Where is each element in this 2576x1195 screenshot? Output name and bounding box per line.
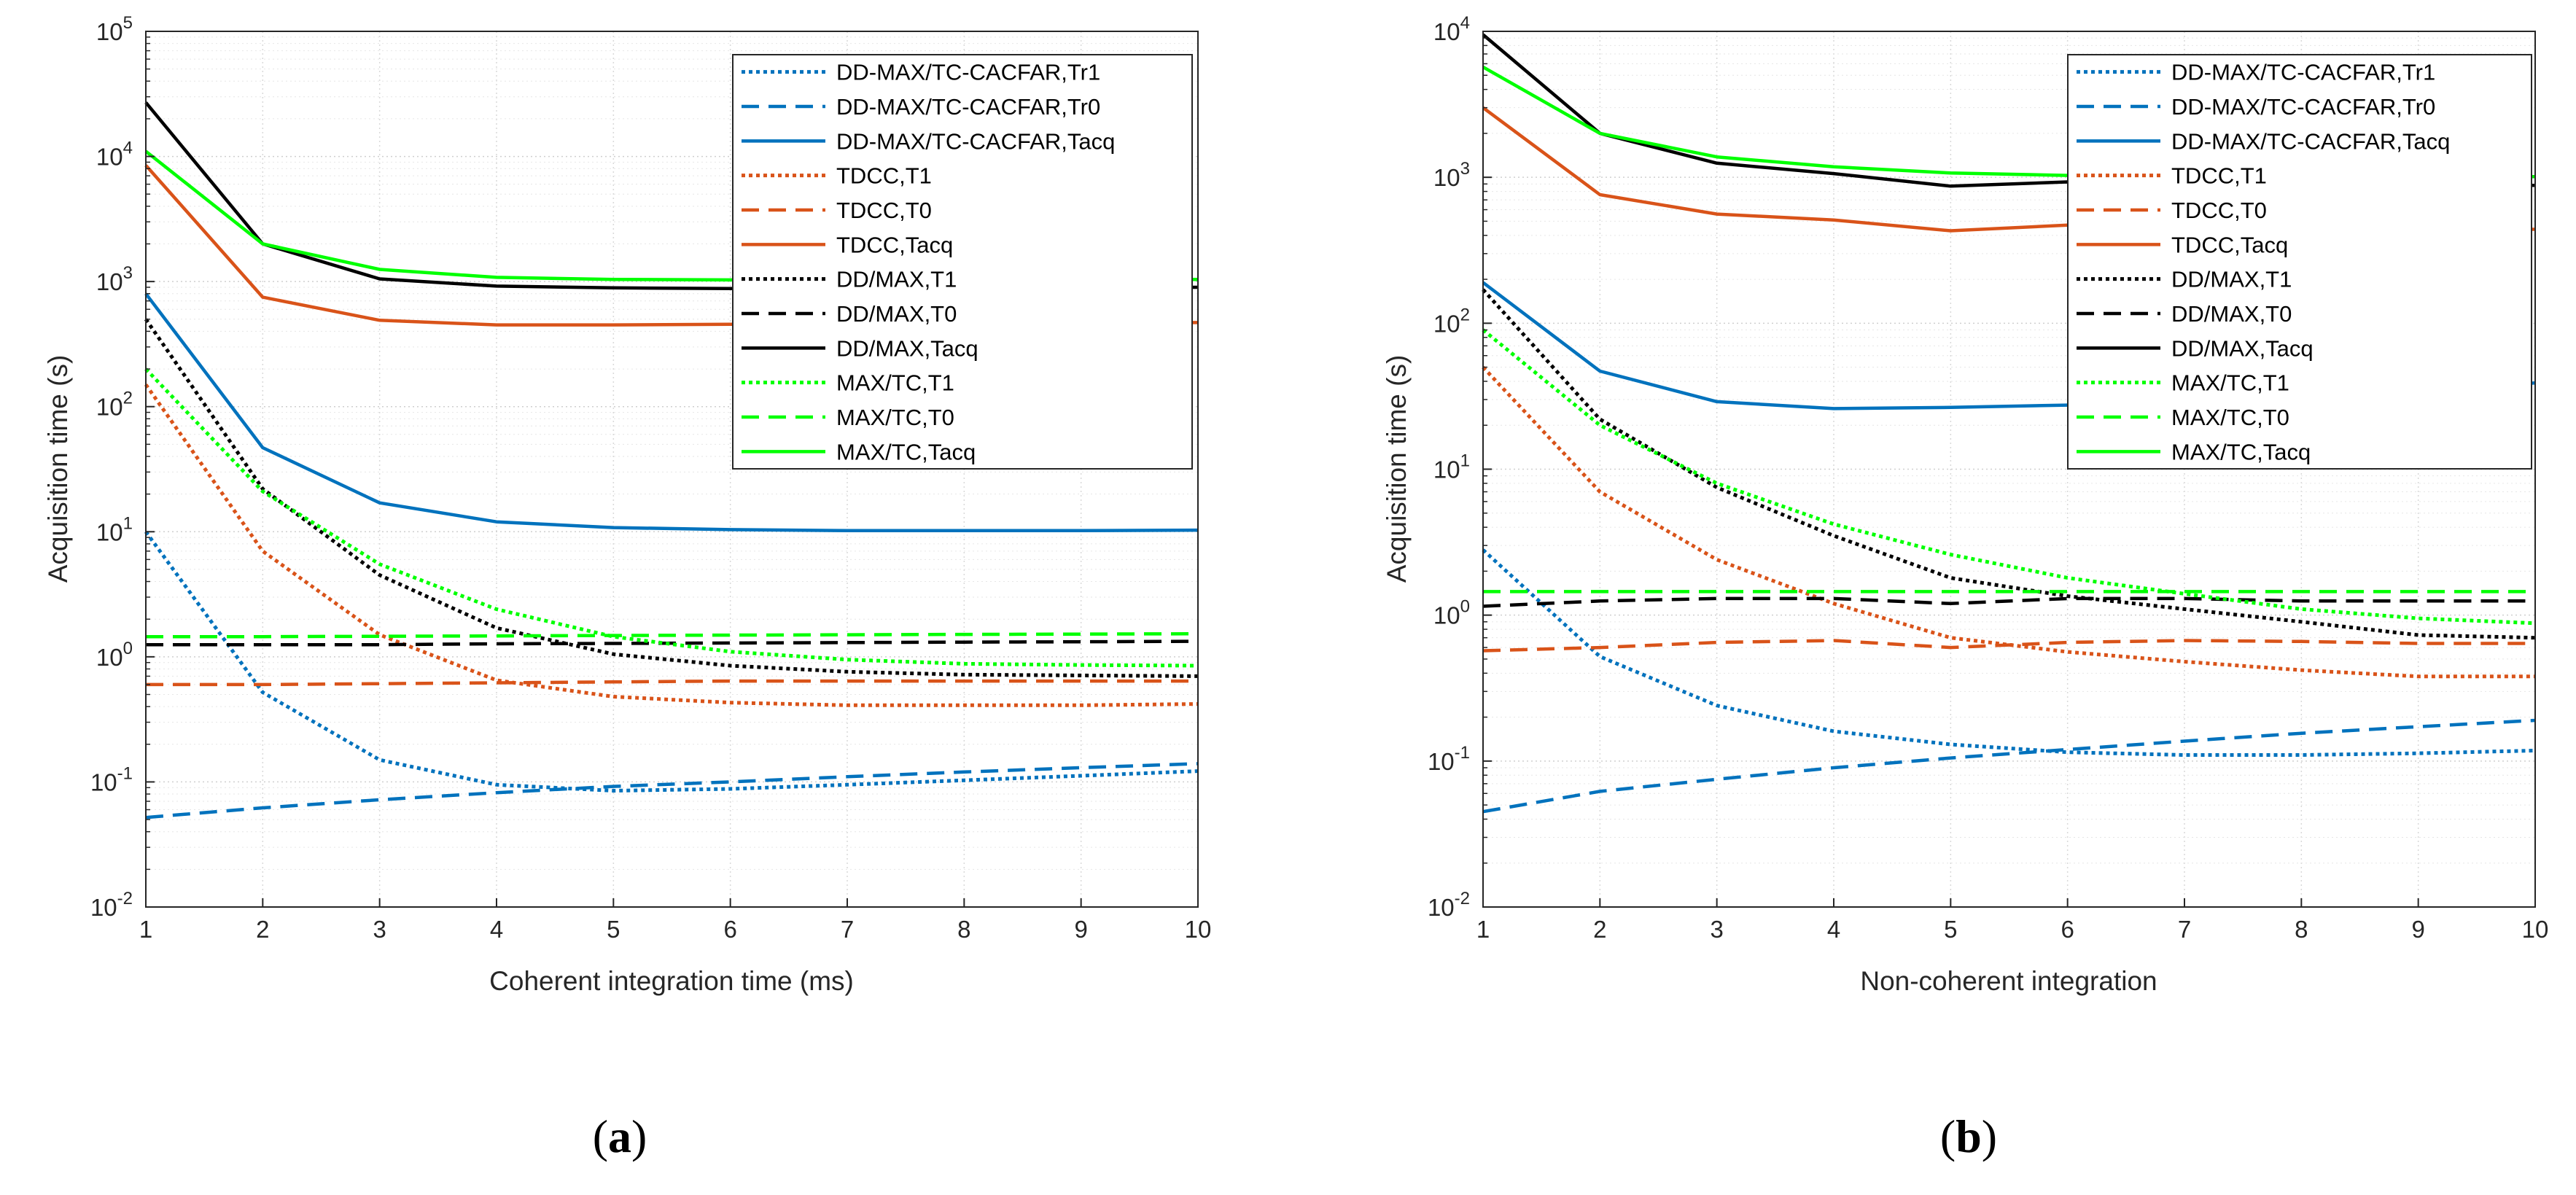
y-tick-label: 10-1 — [1428, 743, 1470, 775]
legend-b: DD-MAX/TC-CACFAR,Tr1 DD-MAX/TC-CACFAR,Tr0… — [2067, 54, 2532, 470]
legend-label-12: MAX/TC,Tacq — [2171, 439, 2311, 464]
x-tick-label: 2 — [256, 916, 269, 943]
legend-label-5: TDCC,T0 — [2171, 198, 2267, 223]
y-axis-label-b: Acquisition time (s) — [1382, 355, 1412, 583]
y-tick-label: 103 — [96, 263, 133, 295]
series-line-7 — [144, 318, 1199, 678]
y-tick-label: 103 — [1433, 159, 1470, 191]
legend-label-4: TDCC,T1 — [2171, 163, 2267, 189]
y-tick-label: 101 — [1433, 451, 1470, 483]
legend-label-5: TDCC,T0 — [836, 198, 932, 223]
legend-label-3: DD-MAX/TC-CACFAR,Tacq — [2171, 128, 2450, 154]
legend-label-10: MAX/TC,T1 — [2171, 370, 2289, 396]
panel-label-b: (b) — [1940, 1110, 1997, 1162]
legend-a: DD-MAX/TC-CACFAR,Tr1 DD-MAX/TC-CACFAR,Tr0… — [732, 54, 1193, 470]
x-tick-label: 9 — [1074, 916, 1087, 943]
legend-label-11: MAX/TC,T0 — [2171, 405, 2289, 430]
x-tick-label: 6 — [723, 916, 736, 943]
legend-label-6: TDCC,Tacq — [836, 232, 953, 257]
series-line-10 — [144, 367, 1199, 668]
x-tick-label: 8 — [2295, 916, 2308, 943]
y-tick-label: 100 — [96, 639, 133, 671]
legend-label-10: MAX/TC,T1 — [836, 370, 954, 396]
legend-label-12: MAX/TC,Tacq — [836, 439, 976, 464]
legend-label-7: DD/MAX,T1 — [2171, 267, 2292, 292]
series-line-7 — [1482, 288, 2536, 640]
legend-label-4: TDCC,T1 — [836, 163, 932, 189]
panel-label-a: (a) — [593, 1110, 647, 1162]
x-tick-label: 1 — [1476, 916, 1490, 943]
series-line-5 — [146, 679, 1198, 687]
legend-label-3: DD-MAX/TC-CACFAR,Tacq — [836, 128, 1115, 154]
y-tick-label: 10-2 — [90, 889, 133, 921]
series-line-5 — [1482, 639, 2535, 653]
legend-label-1: DD-MAX/TC-CACFAR,Tr1 — [2171, 60, 2435, 85]
y-tick-label: 104 — [96, 139, 133, 171]
legend-label-11: MAX/TC,T0 — [836, 405, 954, 430]
legend-label-2: DD-MAX/TC-CACFAR,Tr0 — [836, 94, 1100, 120]
series-line-2 — [145, 762, 1199, 820]
x-tick-label: 1 — [139, 916, 152, 943]
x-tick-label: 4 — [490, 916, 503, 943]
y-tick-label: 10-1 — [90, 763, 133, 795]
y-tick-label: 100 — [1433, 597, 1470, 629]
y-tick-label: 101 — [96, 513, 133, 545]
y-tick-label: 104 — [1433, 13, 1470, 45]
x-axis-label-a: Coherent integration time (ms) — [489, 966, 854, 996]
chart-a: 1 2 3 4 5 6 7 8 9 10 10-2 10-1 100 101 102 103 104 105 Co… — [43, 13, 1211, 1162]
series-line-4 — [144, 384, 1199, 707]
legend-label-1: DD-MAX/TC-CACFAR,Tr1 — [836, 60, 1100, 85]
x-tick-label: 8 — [957, 916, 970, 943]
x-tick-label: 7 — [841, 916, 854, 943]
ticks-a: 1 2 3 4 5 6 7 8 9 10 10-2 10-1 100 101 102 103 104 105 — [90, 13, 1211, 943]
series-line-1 — [1482, 548, 2536, 757]
panel-letter-b: b — [1956, 1110, 1982, 1162]
y-tick-label: 102 — [96, 389, 133, 421]
x-tick-label: 7 — [2178, 916, 2191, 943]
series-line-8 — [1482, 596, 2535, 608]
x-tick-label: 5 — [607, 916, 620, 943]
x-tick-label: 10 — [1185, 916, 1212, 943]
legend-label-7: DD/MAX,T1 — [836, 267, 957, 292]
x-tick-label: 3 — [1710, 916, 1723, 943]
y-tick-label: 105 — [96, 13, 133, 45]
series-line-10 — [1482, 328, 2536, 626]
legend-box — [2067, 54, 2532, 470]
x-tick-label: 10 — [2522, 916, 2549, 943]
axes-box-a — [145, 31, 1199, 908]
y-axis-label-a: Acquisition time (s) — [43, 355, 73, 583]
series-line-3 — [144, 292, 1199, 533]
legend-box — [732, 54, 1193, 470]
x-tick-label: 2 — [1593, 916, 1606, 943]
panel-letter-a: a — [608, 1110, 631, 1162]
x-tick-label: 6 — [2061, 916, 2074, 943]
x-tick-label: 9 — [2411, 916, 2424, 943]
legend-label-8: DD/MAX,T0 — [836, 301, 957, 327]
y-tick-label: 102 — [1433, 305, 1470, 337]
series-line-4 — [1482, 365, 2535, 679]
legend-label-2: DD-MAX/TC-CACFAR,Tr0 — [2171, 94, 2435, 120]
chart-b: 1 2 3 4 5 6 7 8 9 10 10-2 10-1 100 101 102 103 104 Non-c… — [1382, 13, 2548, 1162]
x-tick-label: 4 — [1827, 916, 1840, 943]
legend-label-9: DD/MAX,Tacq — [2171, 335, 2314, 361]
y-tick-label: 10-2 — [1428, 889, 1470, 921]
legend-label-9: DD/MAX,Tacq — [836, 335, 978, 361]
series-line-2 — [1482, 718, 2536, 814]
series-line-1 — [144, 530, 1199, 793]
ticks-b: 1 2 3 4 5 6 7 8 9 10 10-2 10-1 100 101 102 103 104 — [1428, 13, 2548, 943]
x-axis-label-b: Non-coherent integration — [1860, 966, 2157, 996]
series-line-8 — [146, 639, 1199, 647]
x-tick-label: 3 — [373, 916, 386, 943]
series-line-11 — [146, 631, 1199, 639]
x-tick-label: 5 — [1944, 916, 1957, 943]
legend-label-6: TDCC,Tacq — [2171, 232, 2288, 257]
legend-label-8: DD/MAX,T0 — [2171, 301, 2292, 327]
